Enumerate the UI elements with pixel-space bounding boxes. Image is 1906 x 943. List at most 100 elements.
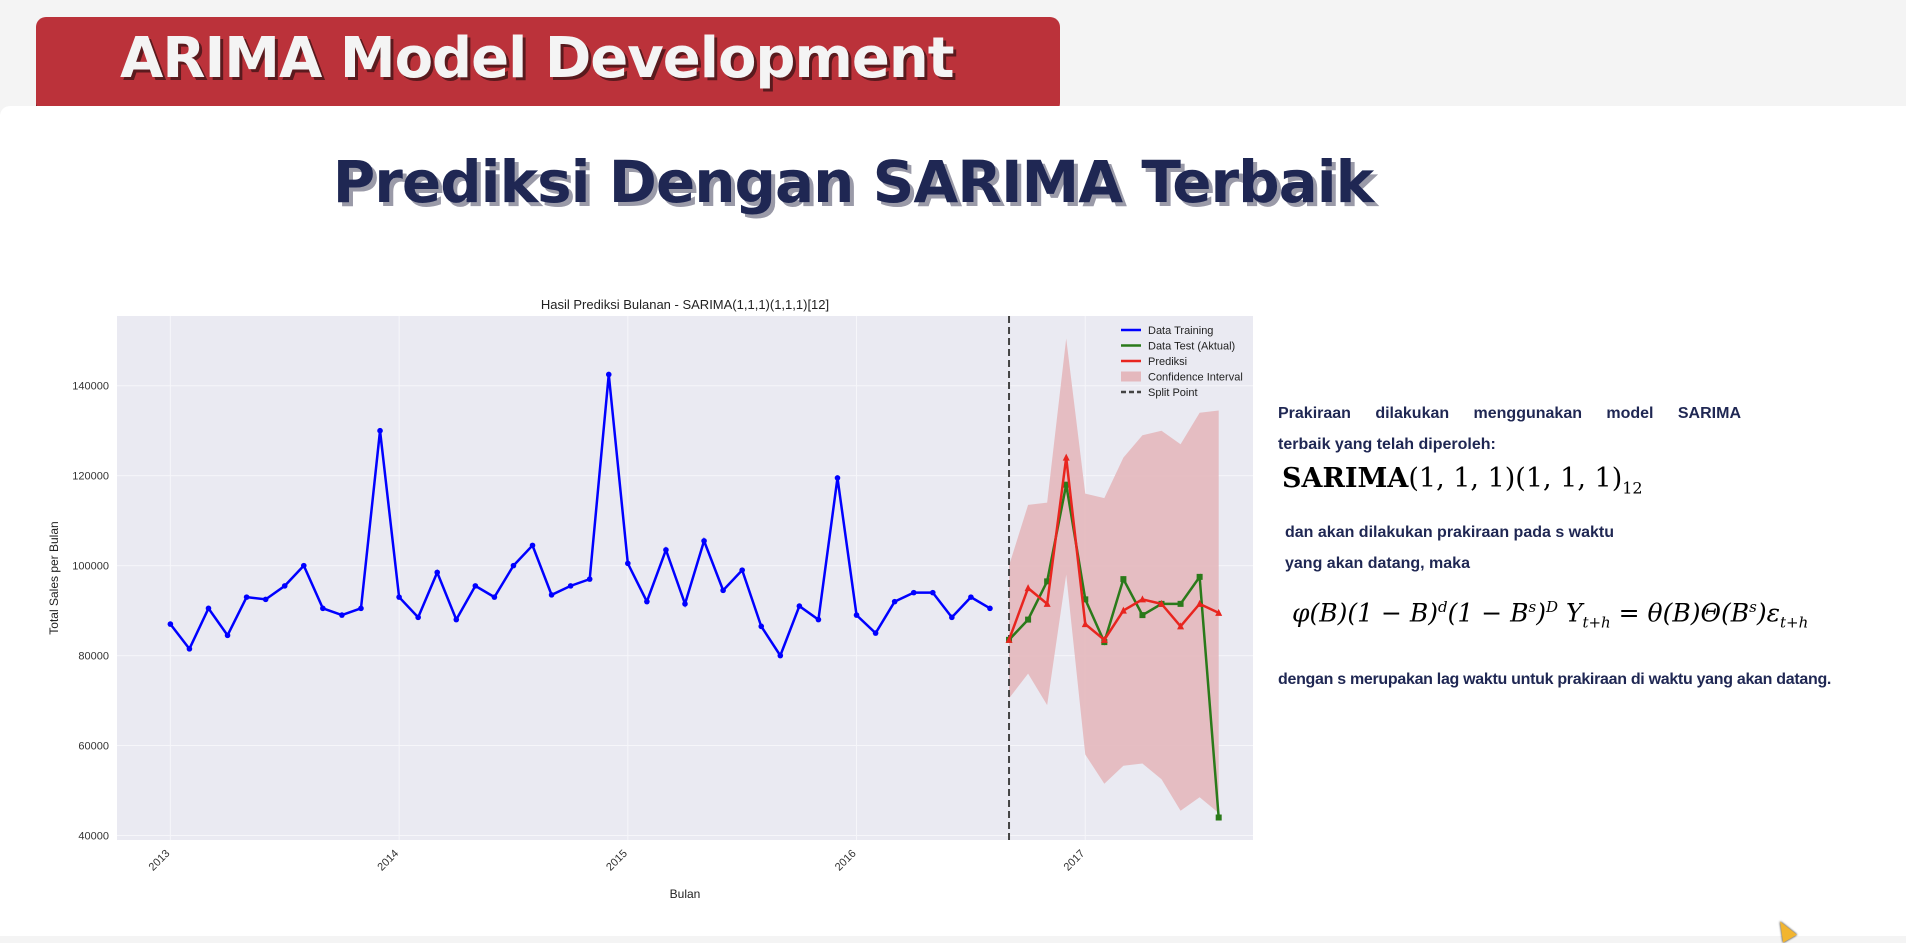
x-tick-label: 2014 [375, 848, 401, 874]
data-point [796, 603, 803, 609]
legend-label: Data Training [1148, 325, 1213, 337]
data-point [872, 630, 879, 636]
data-point [1120, 576, 1127, 583]
data-point [815, 616, 822, 623]
x-axis-label: Bulan [670, 887, 701, 901]
data-point [1215, 814, 1222, 821]
data-point [1177, 622, 1185, 630]
y-axis-label: Total Sales per Bulan [47, 521, 61, 634]
legend-label: Prediksi [1148, 356, 1187, 368]
data-point [262, 596, 269, 603]
data-point [510, 562, 517, 569]
x-tick-label: 2016 [833, 848, 859, 874]
legend-label: Confidence Interval [1148, 372, 1243, 384]
description-line: Prakiraan dilakukan menggunakan model SA… [1278, 405, 1741, 422]
y-tick-label: 100000 [72, 561, 109, 573]
data-point [281, 583, 288, 589]
data-point [968, 594, 974, 600]
data-point [567, 583, 574, 589]
y-tick-label: 120000 [72, 471, 109, 483]
description-paragraph-2: dan akan dilakukan prakiraan pada s wakt… [1285, 517, 1614, 579]
legend-label: Data Test (Aktual) [1148, 341, 1235, 353]
data-point [300, 562, 307, 569]
data-point [682, 601, 688, 607]
data-point [415, 614, 421, 621]
data-point [1138, 595, 1146, 603]
data-point [472, 583, 479, 589]
data-point [1005, 635, 1013, 643]
data-point [339, 612, 345, 618]
prediction-line [1007, 457, 1220, 642]
data-point [758, 623, 765, 630]
page-subtitle: Prediksi Dengan SARIMA Terbaik [332, 148, 1375, 216]
x-tick-label: 2017 [1062, 848, 1088, 874]
data-point [358, 605, 364, 612]
header-title: ARIMA Model Development [120, 26, 954, 91]
y-tick-label: 80000 [78, 651, 109, 663]
data-point [891, 598, 898, 605]
model-orders: (1, 1, 1)(1, 1, 1) [1408, 463, 1623, 494]
data-point [224, 632, 231, 639]
data-point [396, 594, 402, 600]
data-point [167, 621, 174, 627]
description-paragraph-3: dengan s merupakan lag waktu untuk praki… [1278, 671, 1832, 688]
data-point [910, 589, 917, 596]
forecast-chart: 40000 60000 80000 100000 120000 140000 2013 201… [47, 297, 1253, 901]
data-point [1158, 599, 1166, 607]
data-point [987, 605, 993, 612]
model-name: SARIMA [1282, 463, 1409, 494]
data-point [1100, 635, 1108, 643]
training-line [169, 374, 991, 659]
data-point [453, 616, 460, 623]
data-point [1082, 596, 1089, 603]
test-actual-line [1008, 484, 1220, 818]
data-point [1024, 584, 1032, 592]
data-point [205, 605, 212, 612]
data-point [1119, 606, 1127, 614]
x-tick-label: 2015 [604, 848, 630, 874]
chart-title: Hasil Prediksi Bulanan - SARIMA(1,1,1)(1… [541, 297, 829, 312]
data-point [625, 560, 631, 567]
data-point [491, 594, 498, 600]
data-point [320, 605, 326, 612]
description-line: terbaik yang telah diperoleh: [1278, 436, 1496, 453]
sarima-equation: φ(B)(1 − B)d(1 − Bs)D Yt+h = θ(B)Θ(Bs)εt… [1292, 598, 1809, 632]
data-point [701, 538, 707, 544]
model-season: 12 [1622, 478, 1643, 498]
confidence-interval-band [1009, 338, 1219, 814]
data-point [1139, 612, 1146, 619]
data-point [548, 592, 555, 598]
data-point [777, 652, 784, 659]
model-formula: SARIMA(1, 1, 1)(1, 1, 1)12 [1282, 463, 1643, 497]
data-point [1215, 608, 1223, 616]
data-point [853, 612, 860, 618]
description-paragraph-1: Prakiraan dilakukan menggunakan model SA… [1278, 398, 1741, 460]
legend-swatch [1121, 371, 1141, 382]
data-point [605, 371, 612, 378]
data-point [1063, 481, 1070, 488]
data-point [834, 475, 841, 481]
data-point [929, 589, 936, 596]
data-point [1177, 600, 1184, 607]
data-point [720, 587, 726, 594]
data-point [1196, 573, 1203, 580]
data-point [186, 646, 193, 652]
data-point [377, 427, 383, 434]
data-point [949, 614, 955, 621]
data-point [586, 576, 593, 582]
header-banner [36, 17, 1060, 113]
y-tick-label: 140000 [72, 381, 109, 393]
data-point [243, 594, 250, 600]
data-point [739, 567, 745, 573]
data-point [529, 542, 536, 549]
data-point [1081, 620, 1089, 628]
data-point [434, 569, 441, 576]
data-point [1196, 599, 1204, 607]
data-point [1025, 616, 1032, 623]
x-tick-label: 2013 [147, 848, 173, 874]
data-point [644, 598, 650, 605]
legend-label: Split Point [1148, 387, 1198, 399]
description-line: dan akan dilakukan prakiraan pada s wakt… [1285, 524, 1615, 541]
description-line: yang akan datang, maka [1285, 555, 1470, 572]
data-point [1044, 578, 1051, 585]
